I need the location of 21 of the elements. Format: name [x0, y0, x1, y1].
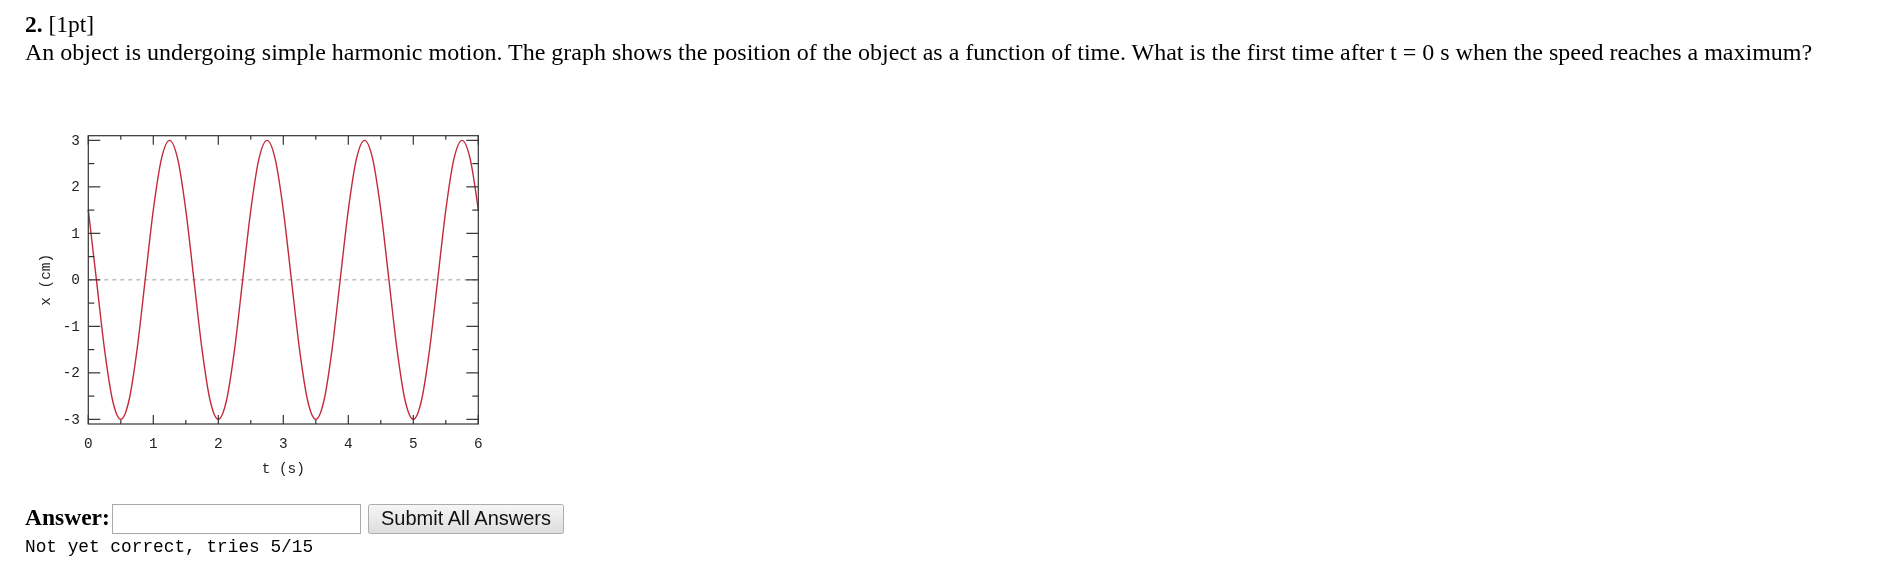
x-tick-label: 2	[213, 436, 223, 452]
y-tick-label: 3	[71, 132, 80, 149]
button: Submit All Answers	[368, 504, 564, 534]
y-tick-label: 1	[71, 225, 80, 242]
y-tick-label: -1	[62, 318, 80, 335]
y-tick-label: -2	[62, 365, 80, 382]
x-tick-label: 0	[83, 436, 93, 452]
x-tick-label: 3	[278, 436, 288, 452]
text: Not yet correct, tries 5/15	[25, 537, 314, 557]
y-tick-label: -3	[62, 411, 80, 428]
y-axis-title: x (cm)	[38, 253, 54, 306]
x-tick-label: 4	[343, 436, 353, 452]
x-axis-title: t (s)	[261, 461, 305, 477]
x-tick-label: 6	[473, 436, 483, 452]
chart-title: 2. [1pt]	[25, 11, 95, 37]
y-tick-label: 0	[71, 272, 80, 289]
y-tick-label: 2	[71, 179, 80, 196]
text: An object is undergoing simple harmonic motion. The graph shows the position of the object as a function of time. What is the first time after t = 0 s when the speed reaches a maximum?	[25, 38, 1813, 65]
text: Answer:	[25, 504, 110, 530]
x-tick-label: 5	[408, 436, 418, 452]
x-tick-label: 1	[148, 436, 158, 452]
